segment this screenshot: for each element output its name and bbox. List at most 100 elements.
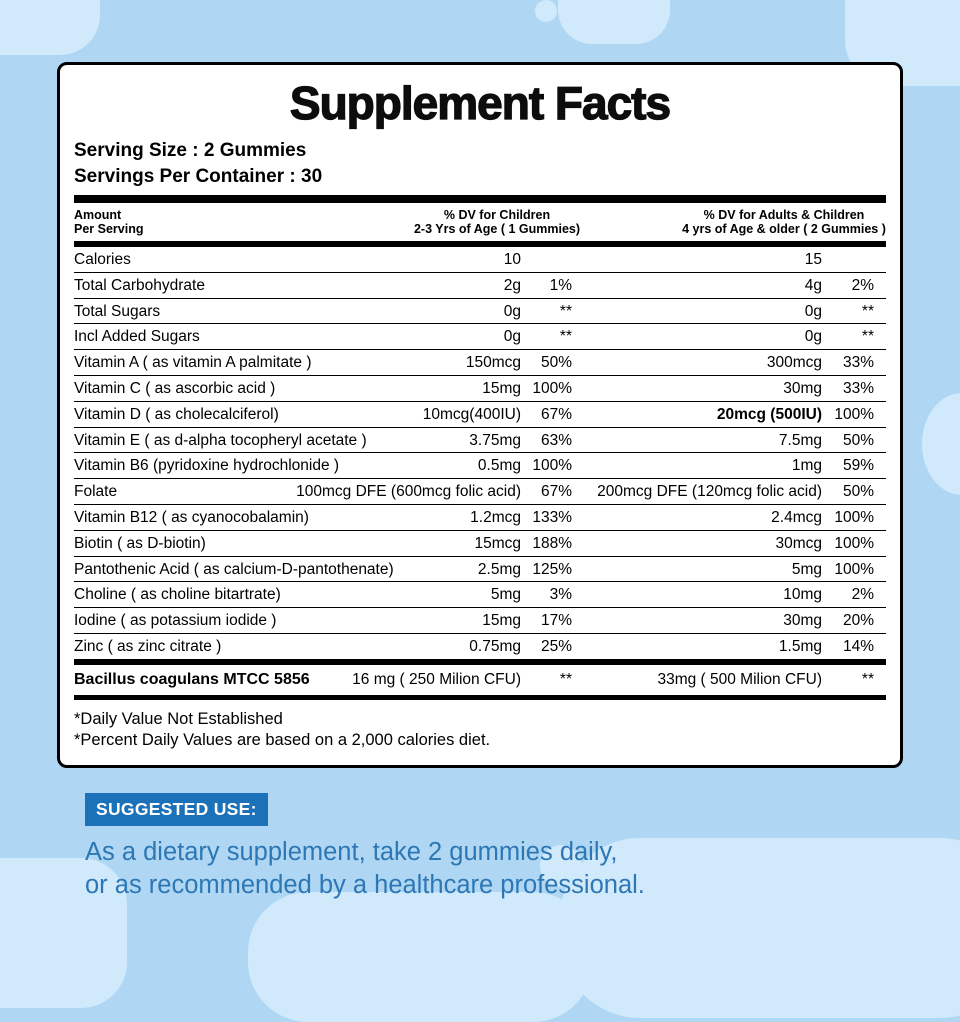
adult-dv: 50%	[842, 483, 874, 501]
child-amount: 2g	[503, 276, 521, 294]
child-dv: 100%	[532, 379, 572, 397]
suggested-use-line1: As a dietary supplement, take 2 gummies …	[85, 838, 618, 866]
blob-decoration-top-left	[0, 0, 100, 55]
nutrient-label: Total Carbohydrate	[74, 276, 205, 294]
child-dv: 67%	[540, 483, 572, 501]
adult-amount: 1mg	[791, 457, 822, 475]
child-amount: 100mcg DFE (600mcg folic acid)	[296, 483, 521, 501]
supplement-facts-panel: Supplement Facts Serving Size : 2 Gummie…	[57, 62, 903, 768]
adult-amount: 4g	[804, 276, 822, 294]
header-line: % DV for Adults & Children	[703, 208, 865, 222]
child-dv: **	[559, 670, 572, 688]
nutrient-label: Biotin ( as D-biotin)	[74, 534, 206, 552]
child-dv: 3%	[549, 586, 572, 604]
divider-bar-thick	[74, 659, 886, 665]
table-row: Total Carbohydrate 2g 1% 4g 2%	[74, 273, 886, 299]
table-row: Vitamin E ( as d-alpha tocopheryl acetat…	[74, 428, 886, 454]
adult-dv: 50%	[842, 431, 874, 449]
table-row: Vitamin B12 ( as cyanocobalamin) 1.2mcg …	[74, 505, 886, 531]
nutrient-label: Total Sugars	[74, 302, 161, 320]
child-amount: 5mg	[490, 586, 521, 604]
table-row: Calories 10 15	[74, 247, 886, 273]
child-dv: 67%	[540, 405, 572, 423]
nutrient-label: Vitamin C ( as ascorbic acid )	[74, 379, 276, 397]
blob-decoration-right-edge	[922, 393, 960, 495]
header-dv-children: % DV for Children 2-3 Yrs of Age ( 1 Gum…	[392, 208, 602, 236]
divider-bar-thick	[74, 694, 886, 700]
child-dv: 25%	[540, 637, 572, 655]
table-row: Vitamin D ( as cholecalciferol) 10mcg(40…	[74, 402, 886, 428]
child-amount: 15mg	[482, 379, 521, 397]
child-amount: 2.5mg	[477, 560, 521, 578]
adult-amount: 30mg	[783, 379, 822, 397]
adult-dv: 2%	[851, 276, 874, 294]
adult-amount: 30mg	[783, 612, 822, 630]
adult-amount: 15	[804, 251, 822, 268]
adult-dv: **	[861, 328, 874, 346]
child-amount: 1.2mcg	[470, 508, 521, 526]
adult-amount: 30mcg	[775, 534, 822, 552]
header-line: % DV for Children	[443, 208, 551, 222]
blob-decoration-bottom-center	[248, 892, 593, 1022]
child-amount: 0g	[503, 328, 521, 346]
child-dv: **	[559, 328, 572, 346]
blob-decoration-top-dot	[535, 0, 557, 22]
adult-dv: 14%	[842, 637, 874, 655]
child-dv: 1%	[549, 276, 572, 294]
adult-amount: 0g	[804, 328, 822, 346]
panel-title: Supplement Facts	[289, 76, 672, 129]
header-dv-adults: % DV for Adults & Children 4 yrs of Age …	[669, 208, 899, 236]
child-amount: 10mcg(400IU)	[422, 405, 521, 423]
adult-amount: 10mg	[783, 586, 822, 604]
child-amount: 15mcg	[474, 534, 521, 552]
nutrient-label: Vitamin B12 ( as cyanocobalamin)	[74, 508, 309, 526]
table-row: Total Sugars 0g ** 0g **	[74, 299, 886, 325]
table-row: Vitamin C ( as ascorbic acid ) 15mg 100%…	[74, 376, 886, 402]
nutrient-label: Bacillus coagulans MTCC 5856	[74, 670, 310, 688]
child-amount: 10	[503, 251, 521, 268]
suggested-use-line2: or as recommended by a healthcare profes…	[85, 871, 645, 899]
facts-table: Calories 10 15 Total Carbohydrate 2g 1% …	[60, 247, 900, 660]
adult-amount: 5mg	[791, 560, 822, 578]
child-amount: 150mcg	[465, 354, 521, 372]
nutrient-label: Zinc ( as zinc citrate )	[74, 637, 222, 655]
table-row: Vitamin B6 (pyridoxine hydrochlonide ) 0…	[74, 453, 886, 480]
child-dv: 188%	[532, 534, 572, 552]
table-row: Biotin ( as D-biotin) 15mcg 188% 30mcg 1…	[74, 531, 886, 557]
adult-amount: 200mcg DFE (120mcg folic acid)	[597, 483, 822, 501]
adult-amount: 1.5mg	[778, 637, 822, 655]
suggested-use-badge: SUGGESTED USE:	[85, 793, 268, 826]
child-amount: 3.75mg	[469, 431, 521, 449]
adult-dv: 33%	[842, 354, 874, 372]
nutrient-label: Pantothenic Acid ( as calcium-D-pantothe…	[74, 560, 394, 578]
divider-bar-thick	[74, 195, 886, 203]
table-row: Choline ( as choline bitartrate) 5mg 3% …	[74, 582, 886, 609]
table-row: Folate 100mcg DFE (600mcg folic acid) 67…	[74, 479, 886, 505]
divider-bar-thick	[74, 241, 886, 247]
child-amount: 15mg	[482, 612, 521, 630]
child-dv: **	[559, 302, 572, 320]
adult-dv: 2%	[851, 586, 874, 604]
child-amount: 0.75mg	[469, 637, 521, 655]
child-amount: 0g	[503, 302, 521, 320]
nutrient-label: Iodine ( as potassium iodide )	[74, 612, 277, 630]
table-header: Amount Per Serving % DV for Children 2-3…	[60, 203, 900, 241]
table-row: Pantothenic Acid ( as calcium-D-pantothe…	[74, 557, 886, 583]
adult-amount: 33mg ( 500 Milion CFU)	[657, 670, 822, 688]
nutrient-label: Vitamin E ( as d-alpha tocopheryl acetat…	[74, 431, 367, 449]
adult-amount: 20mcg (500IU)	[716, 405, 822, 423]
child-dv: 17%	[540, 612, 572, 630]
nutrient-label: Choline ( as choline bitartrate)	[74, 586, 281, 604]
adult-dv: 100%	[834, 405, 874, 423]
child-amount: 16 mg ( 250 Milion CFU)	[352, 670, 521, 688]
footnotes: *Daily Value Not Established *Percent Da…	[74, 709, 900, 751]
footnote-daily-value: *Daily Value Not Established	[74, 709, 283, 728]
nutrient-label: Vitamin D ( as cholecalciferol)	[74, 405, 279, 423]
nutrient-label: Incl Added Sugars	[74, 328, 200, 346]
serving-size: Serving Size : 2 Gummies	[74, 140, 307, 161]
adult-amount: 300mcg	[766, 354, 822, 372]
nutrient-label: Vitamin B6 (pyridoxine hydrochlonide )	[74, 457, 340, 475]
adult-dv: 100%	[834, 534, 874, 552]
child-dv: 125%	[532, 560, 572, 578]
footnote-percent-dv: *Percent Daily Values are based on a 2,0…	[74, 730, 491, 749]
